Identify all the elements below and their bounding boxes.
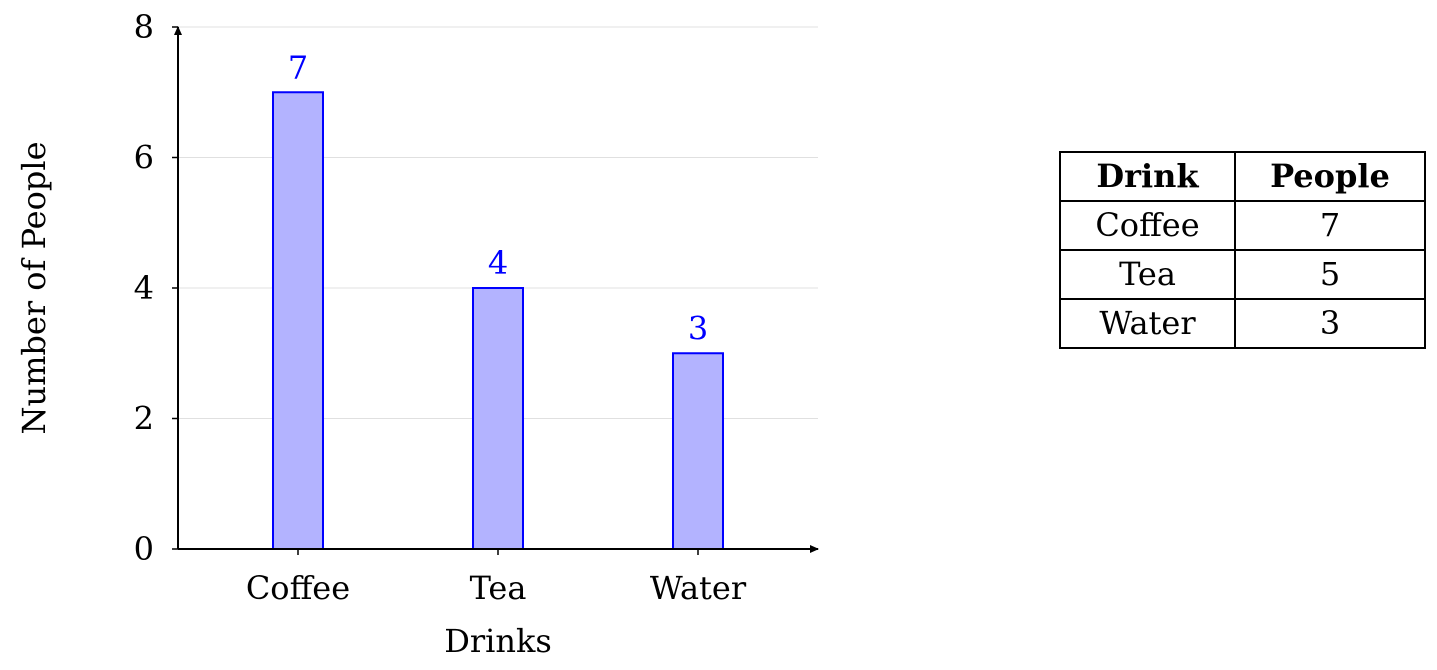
y-tick-label: 8 (134, 8, 154, 46)
y-tick-label: 2 (134, 400, 154, 438)
y-axis-title: Number of People (15, 141, 53, 434)
data-label: 4 (488, 244, 508, 282)
x-tick-labels: Coffee Tea Water (246, 549, 747, 607)
table-header-row: Drink People (1059, 151, 1426, 202)
drinks-table: Drink People Coffee 7 Tea 5 Water 3 (1059, 151, 1426, 349)
data-labels: 7 4 3 (288, 48, 708, 347)
cell-people: 5 (1234, 249, 1426, 300)
cell-people: 3 (1234, 298, 1426, 349)
bar-coffee (272, 91, 324, 550)
table-row: Water 3 (1059, 298, 1426, 349)
cell-people: 7 (1234, 200, 1426, 251)
y-tick-labels: 0 2 4 6 8 (134, 8, 178, 568)
cell-drink: Tea (1059, 249, 1236, 300)
bars (272, 91, 724, 550)
cell-drink: Coffee (1059, 200, 1236, 251)
table-row: Tea 5 (1059, 249, 1426, 300)
data-label: 3 (688, 309, 708, 347)
x-tick-label: Tea (470, 569, 527, 607)
y-tick-label: 4 (134, 269, 154, 307)
y-tick-label: 6 (134, 139, 154, 177)
table-row: Coffee 7 (1059, 200, 1426, 251)
cell-drink: Water (1059, 298, 1236, 349)
bar-tea (472, 287, 524, 550)
bar-water (672, 352, 724, 550)
header-drink: Drink (1059, 151, 1236, 202)
data-label: 7 (288, 48, 308, 86)
x-tick-label: Coffee (246, 569, 350, 607)
header-people: People (1234, 151, 1426, 202)
y-tick-label: 0 (134, 530, 154, 568)
x-axis-title: Drinks (444, 622, 552, 660)
x-tick-label: Water (650, 569, 747, 607)
